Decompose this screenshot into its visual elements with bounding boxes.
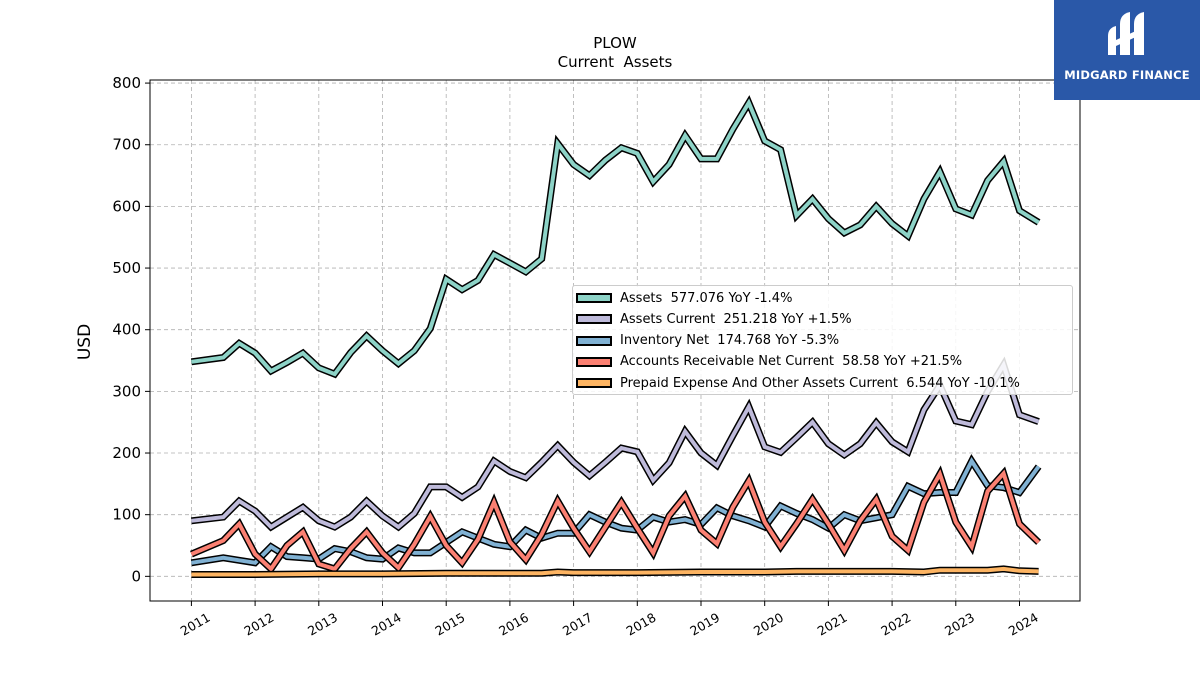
legend-label: Assets Current 251.218 YoY +1.5%: [620, 311, 852, 327]
legend-item: Inventory Net 174.768 YoY -5.3%: [573, 331, 839, 351]
series-line-prepaid-expense-and-other-assets-current: [191, 566, 1039, 577]
x-tick-label: 2017: [560, 610, 595, 639]
y-axis-label: USD: [75, 324, 95, 360]
legend-swatch: [576, 356, 612, 367]
x-tick-label: 2014: [369, 610, 404, 639]
legend-swatch: [576, 314, 612, 325]
series-line-assets: [191, 98, 1040, 377]
legend-label: Inventory Net 174.768 YoY -5.3%: [620, 333, 840, 349]
series-line-accounts-receivable-net-current: [190, 469, 1040, 572]
legend-item: Assets Current 251.218 YoY +1.5%: [573, 309, 852, 329]
x-tick-label: 2012: [241, 610, 276, 639]
x-tick-label: 2013: [305, 610, 340, 639]
chart-title: PLOW: [593, 34, 637, 52]
legend-label: Accounts Receivable Net Current 58.58 Yo…: [620, 354, 963, 370]
brand-name: MIDGARD FINANCE: [1064, 68, 1190, 82]
legend-item: Accounts Receivable Net Current 58.58 Yo…: [573, 352, 962, 372]
y-tick-label: 600: [112, 197, 141, 215]
x-tick-label: 2011: [178, 610, 213, 639]
x-tick-label: 2024: [1006, 610, 1041, 639]
y-tick-label: 500: [112, 259, 141, 277]
x-tick-label: 2020: [751, 610, 786, 639]
legend-item: Prepaid Expense And Other Assets Current…: [573, 373, 1020, 393]
legend-label: Prepaid Expense And Other Assets Current…: [620, 375, 1020, 391]
y-tick-label: 100: [112, 506, 141, 524]
chart-subtitle: Current Assets: [558, 53, 673, 71]
brand-logo: MIDGARD FINANCE: [1054, 0, 1200, 100]
x-tick-label: 2023: [942, 610, 977, 639]
x-tick-label: 2022: [878, 610, 913, 639]
legend-swatch: [576, 293, 612, 303]
x-tick-label: 2021: [815, 610, 850, 639]
x-tick-label: 2018: [624, 610, 659, 639]
x-tick-label: 2019: [687, 610, 722, 639]
y-tick-label: 0: [131, 567, 141, 585]
legend-item: Assets 577.076 YoY -1.4%: [573, 288, 792, 308]
y-tick-label: 800: [112, 74, 141, 92]
series-line-assets-current: [191, 360, 1040, 530]
y-tick-label: 700: [112, 136, 141, 154]
series-group: [190, 95, 1042, 578]
x-tick-label: 2016: [496, 610, 531, 639]
plot-frame: [149, 79, 1081, 602]
y-tick-label: 200: [112, 444, 141, 462]
legend: Assets 577.076 YoY -1.4% Assets Current 2…: [572, 285, 1073, 395]
y-tick-label: 300: [112, 382, 141, 400]
legend-swatch: [576, 378, 612, 389]
legend-swatch: [576, 335, 612, 346]
x-tick-label: 2015: [432, 610, 467, 639]
legend-label: Assets 577.076 YoY -1.4%: [620, 290, 793, 306]
y-tick-label: 400: [112, 321, 141, 339]
logo-mark-icon: [1108, 12, 1144, 55]
